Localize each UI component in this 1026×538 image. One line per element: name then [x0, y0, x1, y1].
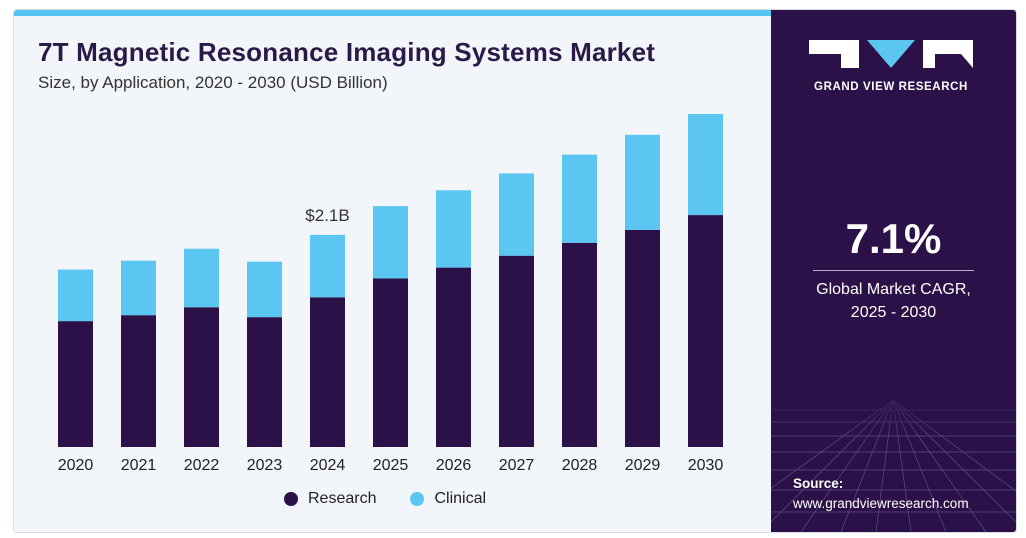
x-tick-label-2021: 2021: [121, 457, 157, 474]
x-tick-label-2027: 2027: [499, 457, 535, 474]
brand-name: GRAND VIEW RESEARCH: [814, 81, 968, 93]
bar-clinical-2022: [184, 248, 219, 308]
data-label-2024: $2.1B: [305, 206, 349, 225]
bar-research-2020: [58, 321, 93, 447]
bar-research-2025: [373, 278, 408, 447]
cagr-label: Global Market CAGR, 2025 - 2030: [771, 278, 1016, 324]
x-tick-label-2025: 2025: [373, 457, 409, 474]
x-tick-label-2024: 2024: [310, 457, 346, 474]
source-url[interactable]: www.grandviewresearch.com: [793, 496, 969, 511]
chart-title: 7T Magnetic Resonance Imaging Systems Ma…: [38, 37, 656, 67]
cagr-label-line2: 2025 - 2030: [850, 304, 937, 321]
bar-clinical-2026: [436, 190, 471, 268]
x-tick-label-2028: 2028: [562, 457, 598, 474]
brand-logo: GRAND VIEW RESEARCH: [801, 38, 981, 93]
bar-research-2028: [562, 242, 597, 447]
bar-clinical-2020: [58, 269, 93, 322]
bar-research-2022: [184, 307, 219, 447]
cagr-label-line1: Global Market CAGR,: [816, 281, 971, 298]
x-tick-label-2020: 2020: [58, 457, 94, 474]
bar-clinical-2029: [625, 134, 660, 230]
legend-item-clinical: Clinical: [410, 490, 486, 508]
bar-clinical-2027: [499, 173, 534, 256]
bar-research-2021: [121, 315, 156, 447]
summary-panel: GRAND VIEW RESEARCH 7.1% Global Market C…: [771, 10, 1016, 532]
legend-swatch-clinical: [410, 492, 425, 506]
cagr-divider: [813, 270, 974, 271]
bar-research-2027: [499, 255, 534, 447]
chart-legend: Research Clinical: [284, 490, 486, 508]
stacked-bar-chart: 2020 2021 2022 2023 2024 2025 2026 2027 2028 2029…: [58, 113, 724, 474]
source-label: Source:: [793, 476, 844, 491]
x-tick-label-2023: 2023: [247, 457, 283, 474]
legend-item-research: Research: [284, 490, 376, 508]
bar-clinical-2028: [562, 154, 597, 243]
grid-decoration: [771, 390, 1016, 532]
x-tick-label-2026: 2026: [436, 457, 472, 474]
x-tick-label-2029: 2029: [625, 457, 661, 474]
x-tick-label-2022: 2022: [184, 457, 220, 474]
bar-clinical-2021: [121, 260, 156, 316]
bar-research-2024: [310, 297, 345, 447]
bar-clinical-2024: [310, 234, 345, 298]
legend-label-research: Research: [308, 490, 377, 507]
legend-swatch-research: [284, 492, 298, 506]
infographic-card: 7T Magnetic Resonance Imaging Systems Ma…: [13, 9, 1017, 533]
bar-clinical-2023: [247, 261, 282, 318]
bar-clinical-2030: [688, 113, 723, 216]
source-note: Source: www.grandviewresearch.com: [793, 474, 969, 514]
x-tick-label-2030: 2030: [688, 457, 724, 474]
logo-mark-icon: [809, 40, 973, 68]
bar-research-2023: [247, 317, 282, 447]
bar-clinical-2025: [373, 206, 408, 279]
cagr-value: 7.1%: [845, 215, 942, 262]
chart-subtitle: Size, by Application, 2020 - 2030 (USD B…: [38, 73, 388, 92]
bar-research-2026: [436, 267, 471, 447]
bar-research-2029: [625, 229, 660, 447]
accent-bar: [14, 10, 771, 16]
bar-research-2030: [688, 215, 723, 447]
legend-label-clinical: Clinical: [434, 490, 487, 507]
